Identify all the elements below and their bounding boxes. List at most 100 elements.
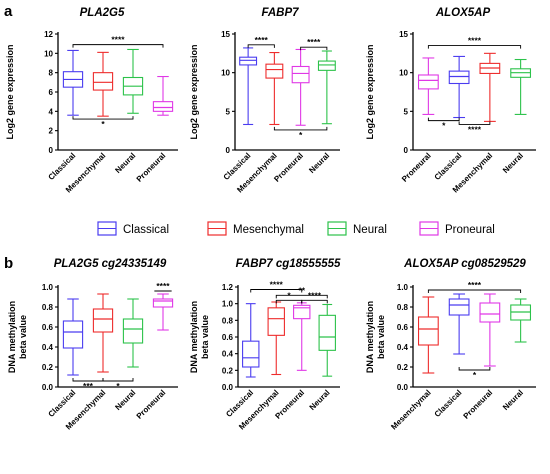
y-axis-label: beta value <box>376 315 386 359</box>
significance-annotation: ** <box>275 285 328 299</box>
y-tick-label: 10 <box>399 69 408 78</box>
significance-bracket <box>458 367 491 371</box>
box-iqr <box>242 340 260 368</box>
significance-label: **** <box>156 281 170 291</box>
significance-label: **** <box>255 35 269 45</box>
y-tick-label: 1.2 <box>222 283 234 292</box>
box-classical <box>62 49 84 116</box>
significance-bracket <box>102 378 134 382</box>
box-neural <box>318 303 336 377</box>
significance-bracket <box>301 299 328 304</box>
box-proneural <box>152 75 174 116</box>
significance-label: **** <box>308 290 322 300</box>
y-tick-label: 0 <box>49 146 54 155</box>
significance-annotation: **** <box>301 290 328 304</box>
significance-annotation: **** <box>427 280 522 293</box>
significance-annotation: **** <box>72 35 164 48</box>
y-axis-label: beta value <box>18 315 28 359</box>
y-tick-label: 0.2 <box>397 363 409 372</box>
category-label: Proneural <box>462 388 495 421</box>
box-iqr <box>293 304 311 320</box>
category-label: Proneural <box>135 151 168 184</box>
significance-annotation: * <box>273 126 328 140</box>
box-iqr <box>122 318 144 344</box>
legend-item-proneural: Proneural <box>419 221 495 236</box>
category-label: Proneural <box>135 388 168 421</box>
box-iqr <box>152 298 174 308</box>
y-tick-label: 0.2 <box>42 363 54 372</box>
chart-title: PLA2G5 <box>80 7 125 19</box>
y-tick-label: 0 <box>226 146 231 155</box>
y-tick-label: 4 <box>49 107 54 116</box>
significance-bracket <box>300 46 328 51</box>
chart-title: PLA2G5 cg24335149 <box>54 258 167 270</box>
box-classical <box>242 303 260 378</box>
chart-title: ALOX5AP cg08529529 <box>403 258 526 270</box>
box-iqr <box>267 307 285 336</box>
category-label: Neural <box>307 151 331 175</box>
panel-label-a: a <box>4 3 13 20</box>
box-mesenchymal <box>479 52 501 122</box>
chart-3: ALOX5AP Log2 gene expression 0 5 10 15 Proneur… <box>365 7 536 195</box>
box-proneural <box>152 293 174 331</box>
y-tick-label: 0.6 <box>222 333 234 342</box>
box-mesenchymal <box>92 51 114 117</box>
significance-annotation: **** <box>300 37 328 51</box>
y-tick-label: 0.4 <box>397 343 409 352</box>
significance-annotation: * <box>102 378 134 391</box>
chart-1: PLA2G5 Log2 gene expression 0 2 4 6 8 10 12 Class… <box>5 7 178 195</box>
box-iqr <box>417 74 439 90</box>
chart-6: ALOX5AP cg08529529 DNA methylation beta va… <box>365 258 536 432</box>
significance-label: * <box>473 370 477 380</box>
box-iqr <box>317 60 336 71</box>
y-tick-label: 15 <box>221 30 230 39</box>
significance-bracket <box>427 45 522 49</box>
legend-label: Proneural <box>445 224 495 236</box>
y-tick-label: 0 <box>404 146 409 155</box>
box-proneural <box>479 293 501 367</box>
category-label: Classical <box>47 151 78 182</box>
category-label: Neural <box>308 388 332 412</box>
significance-bracket <box>72 116 134 120</box>
legend-label: Classical <box>123 224 169 236</box>
box-classical <box>62 298 84 376</box>
significance-annotation: **** <box>247 35 275 48</box>
box-neural <box>122 48 144 114</box>
significance-label: **** <box>270 280 284 290</box>
y-tick-label: 0.6 <box>42 323 54 332</box>
significance-label: ** <box>298 285 305 295</box>
box-proneural <box>417 57 439 115</box>
y-axis-label: DNA methylation <box>365 301 375 373</box>
panel-label-b: b <box>4 255 13 272</box>
significance-bracket <box>458 121 491 125</box>
category-label: Neural <box>501 388 525 412</box>
legend-item-classical: Classical <box>97 221 169 236</box>
box-iqr <box>265 63 284 79</box>
box-iqr <box>92 72 114 91</box>
significance-bracket <box>72 44 164 48</box>
significance-bracket <box>427 117 460 122</box>
box-iqr <box>479 302 501 323</box>
significance-label: * <box>101 119 105 129</box>
box-mesenchymal <box>417 296 439 374</box>
chart-4: PLA2G5 cg24335149 DNA methylation beta val… <box>7 258 178 432</box>
significance-label: **** <box>307 37 321 47</box>
box-iqr <box>448 70 470 85</box>
y-axis-label: DNA methylation <box>189 301 199 373</box>
box-iqr <box>291 65 310 84</box>
significance-bracket <box>247 44 275 48</box>
y-tick-label: 0.6 <box>397 323 409 332</box>
legend-item-neural: Neural <box>327 221 387 236</box>
category-label: Neural <box>113 151 137 175</box>
y-tick-label: 15 <box>399 30 408 39</box>
category-label: Classical <box>47 388 78 419</box>
chart-5: FABP7 cg18555555 DNA methylation beta valu… <box>189 258 341 432</box>
y-axis-label: Log2 gene expression <box>5 44 15 139</box>
chart-title: FABP7 <box>261 7 299 19</box>
y-tick-label: 1.0 <box>222 300 234 309</box>
significance-label: **** <box>468 280 482 290</box>
significance-bracket <box>273 126 328 131</box>
y-axis-label: Log2 gene expression <box>189 44 199 139</box>
box-mesenchymal <box>267 301 285 376</box>
